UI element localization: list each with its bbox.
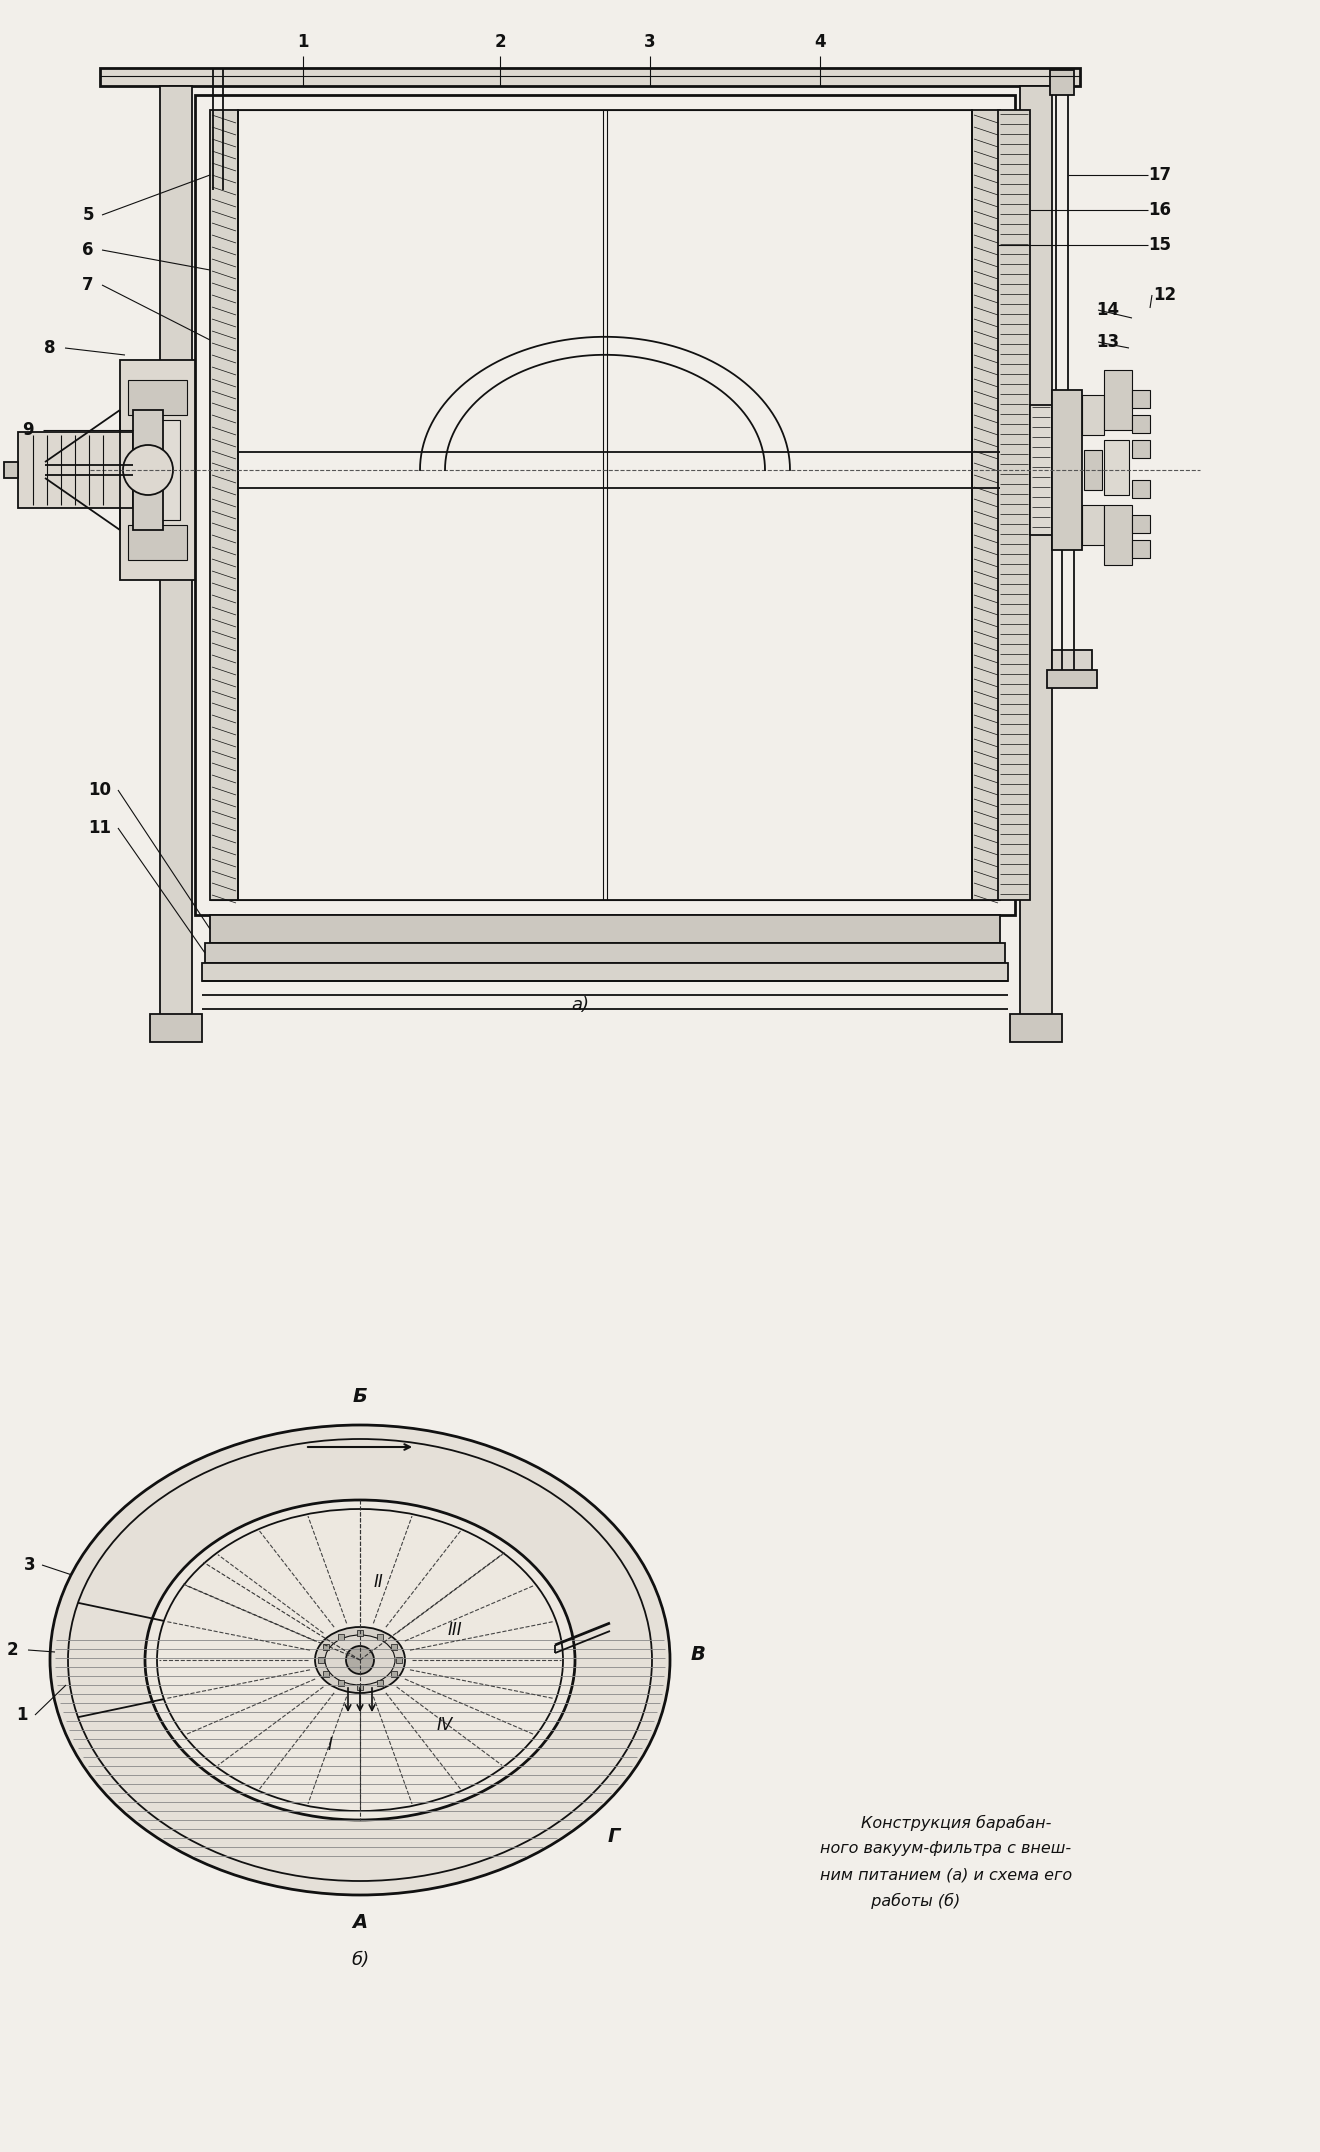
Bar bbox=[323, 1644, 329, 1648]
Bar bbox=[18, 433, 133, 508]
Text: 1: 1 bbox=[297, 32, 309, 52]
Bar bbox=[1133, 514, 1150, 534]
Bar bbox=[160, 86, 191, 1027]
Text: а): а) bbox=[572, 996, 589, 1014]
Text: 16: 16 bbox=[1148, 200, 1172, 220]
Bar bbox=[205, 943, 1005, 962]
Bar bbox=[1133, 390, 1150, 409]
Bar bbox=[391, 1644, 397, 1648]
Bar bbox=[338, 1681, 343, 1687]
Bar bbox=[202, 962, 1008, 981]
Text: 4: 4 bbox=[814, 32, 826, 52]
Text: Г: Г bbox=[609, 1827, 620, 1846]
Bar bbox=[100, 69, 1080, 86]
Bar bbox=[318, 1657, 323, 1663]
Text: 14: 14 bbox=[1097, 301, 1119, 318]
Bar bbox=[1133, 540, 1150, 557]
Bar bbox=[972, 110, 1001, 900]
Bar bbox=[210, 110, 238, 900]
Text: 11: 11 bbox=[88, 820, 111, 837]
Text: 12: 12 bbox=[1154, 286, 1176, 303]
Text: III: III bbox=[447, 1620, 462, 1640]
Bar bbox=[120, 359, 195, 581]
Bar bbox=[376, 1681, 383, 1687]
Bar bbox=[1049, 71, 1074, 95]
Circle shape bbox=[346, 1646, 374, 1674]
Bar bbox=[396, 1657, 403, 1663]
Bar bbox=[356, 1629, 363, 1636]
Bar bbox=[1030, 405, 1052, 536]
Text: 2: 2 bbox=[494, 32, 506, 52]
Bar bbox=[1052, 650, 1092, 684]
Ellipse shape bbox=[145, 1500, 576, 1821]
Bar bbox=[376, 1633, 383, 1640]
Text: 7: 7 bbox=[82, 275, 94, 295]
Bar bbox=[1082, 396, 1104, 435]
Text: 15: 15 bbox=[1148, 237, 1172, 254]
Bar bbox=[150, 1014, 202, 1042]
Bar bbox=[323, 1670, 329, 1676]
Text: 1: 1 bbox=[16, 1707, 28, 1724]
Bar bbox=[1020, 86, 1052, 1027]
Bar bbox=[1104, 506, 1133, 566]
Text: 13: 13 bbox=[1097, 334, 1119, 351]
Text: 5: 5 bbox=[82, 207, 94, 224]
Ellipse shape bbox=[315, 1627, 405, 1694]
Text: 3: 3 bbox=[24, 1556, 36, 1573]
Text: Б: Б bbox=[352, 1388, 367, 1407]
Text: А: А bbox=[352, 1913, 367, 1932]
Bar bbox=[210, 110, 1001, 900]
Bar bbox=[1010, 1014, 1063, 1042]
Bar bbox=[1104, 439, 1129, 495]
Text: 6: 6 bbox=[82, 241, 94, 258]
Bar bbox=[238, 110, 972, 900]
Bar bbox=[1084, 450, 1102, 491]
Bar bbox=[1052, 390, 1082, 551]
Bar bbox=[391, 1670, 397, 1676]
Text: б): б) bbox=[351, 1952, 370, 1969]
Bar bbox=[128, 381, 187, 415]
Bar bbox=[998, 110, 1030, 900]
Text: II: II bbox=[374, 1573, 383, 1590]
Text: 8: 8 bbox=[45, 340, 55, 357]
Text: I: I bbox=[327, 1737, 333, 1754]
Ellipse shape bbox=[50, 1425, 671, 1896]
Bar bbox=[1133, 415, 1150, 433]
Text: В: В bbox=[690, 1646, 705, 1663]
Text: ним питанием (а) и схема его: ним питанием (а) и схема его bbox=[820, 1868, 1072, 1883]
Bar bbox=[338, 1633, 343, 1640]
Bar bbox=[135, 420, 180, 521]
Bar bbox=[1133, 480, 1150, 497]
Text: 9: 9 bbox=[22, 422, 34, 439]
Ellipse shape bbox=[325, 1636, 395, 1685]
Text: 2: 2 bbox=[7, 1642, 17, 1659]
Bar bbox=[128, 525, 187, 560]
Text: работы (б): работы (б) bbox=[820, 1894, 960, 1909]
Text: 3: 3 bbox=[644, 32, 656, 52]
Text: ного вакуум-фильтра с внеш-: ного вакуум-фильтра с внеш- bbox=[820, 1840, 1071, 1855]
Text: 17: 17 bbox=[1148, 166, 1172, 185]
Bar bbox=[210, 915, 1001, 943]
Bar bbox=[4, 463, 18, 478]
Bar bbox=[1047, 669, 1097, 689]
Bar bbox=[1104, 370, 1133, 430]
Bar bbox=[1082, 506, 1104, 544]
Bar bbox=[1133, 439, 1150, 458]
Bar bbox=[356, 1685, 363, 1689]
Text: 10: 10 bbox=[88, 781, 111, 798]
Text: Конструкция барабан-: Конструкция барабан- bbox=[820, 1814, 1051, 1831]
Text: IV: IV bbox=[437, 1715, 453, 1735]
Bar bbox=[195, 95, 1015, 915]
Bar bbox=[133, 411, 162, 529]
Circle shape bbox=[123, 445, 173, 495]
